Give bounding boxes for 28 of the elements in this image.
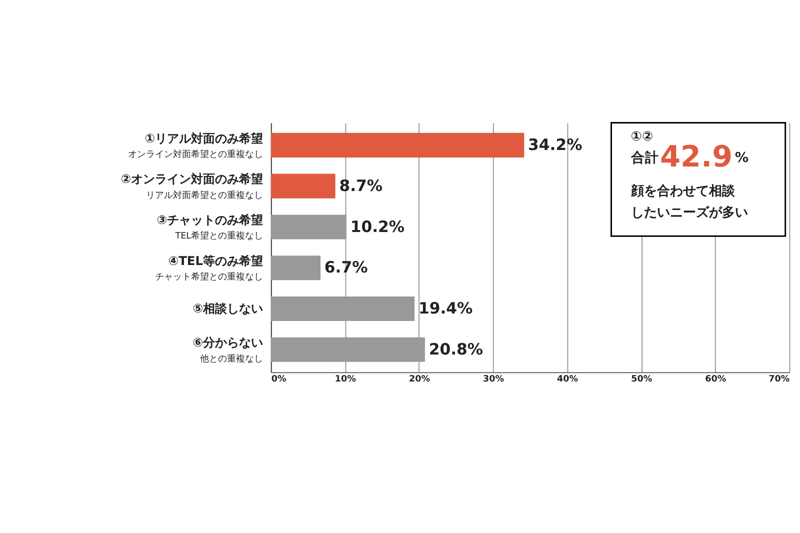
y-tick-label: ②オンライン対面のみ希望 (120, 172, 264, 186)
x-tick-label: 40% (557, 374, 578, 384)
y-tick-label: ③チャットのみ希望 (156, 213, 264, 228)
text: リアル対面希望との重複なし (146, 190, 264, 201)
data-label: 6.7% (324, 258, 368, 277)
y-tick-label: ⑤相談しない (192, 302, 264, 316)
data-label: 8.7% (339, 176, 383, 195)
data-label: 10.2% (350, 216, 405, 236)
y-tick-label: ①リアル対面のみ希望 (144, 131, 264, 146)
annotation: ①② (630, 129, 654, 144)
annotation: したいニーズが多い (630, 206, 748, 221)
data-label: 34.2% (528, 135, 583, 154)
x-tick-label: 50% (631, 374, 652, 384)
data-label: 19.4% (418, 298, 474, 318)
x-tick-label: 60% (705, 374, 726, 384)
y-tick-label: ④TEL等のみ希望 (168, 254, 264, 268)
y-tick-label: ⑥分からない (192, 336, 264, 350)
annotation: 顔を合わせて相談 (630, 183, 736, 200)
x-tick-label: 30% (483, 374, 504, 384)
x-tick-label: 0% (271, 374, 287, 384)
x-tick-label: 10% (334, 374, 356, 384)
text: チャット希望との重複なし (155, 272, 264, 283)
text: 他との重複なし (200, 353, 264, 364)
text: TEL希望との重複なし (174, 230, 264, 242)
x-tick-label: 70% (768, 374, 790, 384)
data-label: 20.8% (428, 340, 484, 358)
x-tick-label: 20% (408, 374, 430, 384)
text: オンライン対面希望との重複なし (128, 148, 264, 160)
